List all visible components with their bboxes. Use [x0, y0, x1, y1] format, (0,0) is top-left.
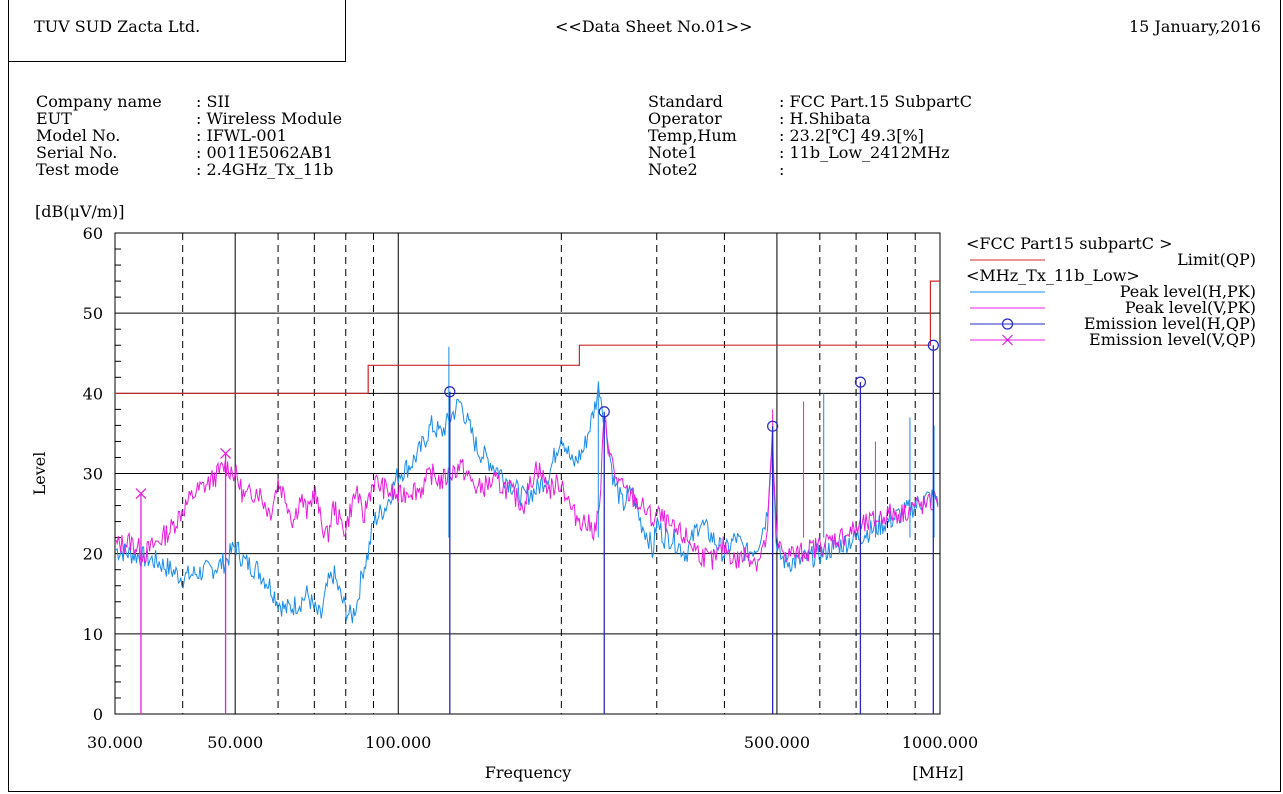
x-tick-label: 30.000: [87, 733, 143, 752]
emission-h-point: [444, 386, 456, 398]
y-tick-label: 0: [93, 705, 103, 724]
info-value: : Wireless Module: [196, 109, 343, 128]
legend-marker-circle: [1001, 318, 1014, 330]
y-tick-label: 30: [83, 465, 103, 484]
x-tick-label: 500.000: [744, 733, 810, 752]
y-tick-label: 20: [83, 545, 103, 564]
legend-entry-label: Limit(QP): [1177, 250, 1256, 269]
legend-marker-cross: [1002, 334, 1013, 346]
emission-h-point: [927, 339, 939, 351]
info-label: Serial No.: [36, 143, 118, 162]
info-value: : SII: [196, 92, 231, 111]
report-date: 15 January,2016: [1129, 17, 1261, 36]
x-axis-unit: [MHz]: [912, 763, 963, 782]
info-label: Note1: [648, 143, 698, 162]
y-axis-unit: [dB(μV/m)]: [35, 202, 124, 221]
emission-v-point: [135, 488, 147, 500]
info-value: :: [779, 160, 785, 179]
info-label: Test mode: [36, 160, 120, 179]
info-value: : FCC Part.15 SubpartC: [779, 92, 972, 111]
page-frame: [8, 0, 1281, 792]
series-peak-v: [115, 415, 939, 572]
info-label: Standard: [648, 92, 723, 111]
x-tick-label: 100.000: [365, 733, 431, 752]
x-axis-label: Frequency: [485, 763, 572, 782]
company-box: [8, 0, 346, 62]
info-label: Operator: [648, 109, 722, 128]
y-tick-label: 50: [83, 304, 103, 323]
x-tick-label: 50.000: [207, 733, 263, 752]
info-label: Note2: [648, 160, 698, 179]
info-label: EUT: [36, 109, 72, 128]
x-tick-label: 1000.000: [902, 733, 978, 752]
legend-entry-label: Emission level(H,QP): [1084, 314, 1256, 333]
y-tick-label: 40: [83, 384, 103, 403]
legend-entry-label: Peak level(H,PK): [1120, 282, 1256, 301]
emission-h-point: [598, 406, 610, 418]
legend-entry-label: Emission level(V,QP): [1089, 330, 1256, 349]
info-value: : H.Shibata: [779, 109, 871, 128]
legend-entry-label: Peak level(V,PK): [1125, 298, 1256, 317]
legend-group-title: <FCC Part15 subpartC >: [966, 234, 1173, 253]
info-value: : 0011E5062AB1: [196, 143, 334, 162]
data-sheet-title: <<Data Sheet No.01>>: [555, 17, 753, 36]
info-label: Company name: [36, 92, 162, 111]
legend-group-title: <MHz_Tx_11b_Low>: [966, 266, 1140, 285]
emission-v-point: [220, 447, 232, 459]
emission-h-point: [767, 420, 779, 432]
info-value: : 11b_Low_2412MHz: [779, 143, 950, 162]
limit-line: [115, 280, 940, 394]
info-value: : IFWL-001: [196, 126, 287, 145]
info-value: : 2.4GHz_Tx_11b: [196, 160, 334, 179]
series-peak-h: [115, 383, 939, 624]
company-name: TUV SUD Zacta Ltd.: [34, 17, 201, 36]
y-tick-label: 60: [83, 224, 103, 243]
emission-h-point: [854, 376, 867, 388]
y-tick-label: 10: [83, 625, 103, 644]
y-axis-label: Level: [30, 452, 49, 496]
info-value: : 23.2[℃] 49.3[%]: [779, 126, 924, 145]
info-label: Temp,Hum: [648, 126, 737, 145]
info-label: Model No.: [36, 126, 121, 145]
